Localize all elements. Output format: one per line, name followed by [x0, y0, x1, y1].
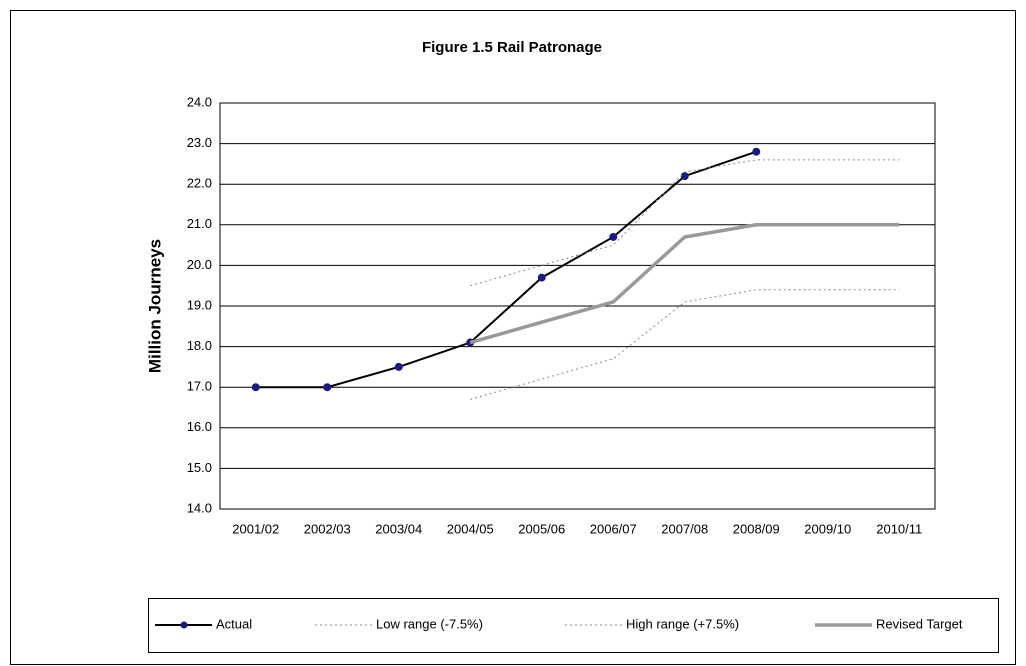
x-tick-label: 2002/03 — [304, 521, 351, 536]
x-tick-label: 2001/02 — [232, 521, 279, 536]
y-tick-label: 19.0 — [187, 297, 212, 312]
y-tick-label: 17.0 — [187, 379, 212, 394]
point-marker — [609, 232, 618, 241]
x-tick-label: 2003/04 — [375, 521, 422, 536]
point-marker — [251, 383, 260, 392]
y-tick-label: 22.0 — [187, 176, 212, 191]
y-tick-label: 15.0 — [187, 460, 212, 475]
point-marker — [680, 172, 689, 181]
x-tick-label: 2005/06 — [518, 521, 565, 536]
legend-label: Revised Target — [876, 616, 963, 631]
y-tick-label: 23.0 — [187, 135, 212, 150]
legend-label: Actual — [216, 616, 252, 631]
y-axis-title: Million Journeys — [145, 239, 164, 373]
series-line — [255, 150, 757, 389]
x-tick-label: 2009/10 — [804, 521, 851, 536]
point-marker — [394, 362, 403, 371]
legend-marker — [180, 621, 188, 629]
chart-border — [10, 10, 1016, 665]
y-tick-label: 21.0 — [187, 216, 212, 231]
series-line — [469, 223, 900, 345]
y-tick-label: 16.0 — [187, 419, 212, 434]
point-marker — [752, 147, 761, 156]
chart-title: Figure 1.5 Rail Patronage — [422, 39, 602, 56]
series-line — [470, 159, 900, 287]
y-tick-label: 20.0 — [187, 257, 212, 272]
x-tick-label: 2006/07 — [590, 521, 637, 536]
point-marker — [323, 383, 332, 392]
point-marker — [537, 273, 546, 282]
x-tick-label: 2010/11 — [876, 521, 922, 536]
x-tick-label: 2004/05 — [447, 521, 494, 536]
y-tick-label: 14.0 — [187, 500, 212, 515]
y-tick-label: 24.0 — [187, 94, 212, 109]
legend-label: Low range (-7.5%) — [376, 616, 483, 631]
legend-label: High range (+7.5%) — [626, 616, 739, 631]
plot-border — [219, 102, 936, 510]
x-tick-label: 2007/08 — [661, 521, 708, 536]
x-tick-label: 2008/09 — [733, 521, 780, 536]
y-tick-label: 18.0 — [187, 338, 212, 353]
